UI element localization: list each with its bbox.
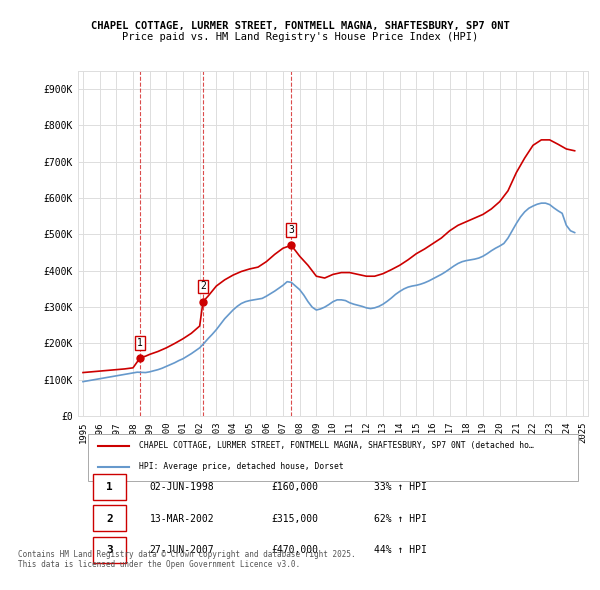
Text: 1: 1 <box>106 482 113 492</box>
FancyBboxPatch shape <box>94 474 127 500</box>
Text: 62% ↑ HPI: 62% ↑ HPI <box>374 513 427 523</box>
Text: 27-JUN-2007: 27-JUN-2007 <box>149 545 214 555</box>
FancyBboxPatch shape <box>94 505 127 531</box>
Text: 2: 2 <box>200 281 206 291</box>
FancyBboxPatch shape <box>94 536 127 562</box>
Text: CHAPEL COTTAGE, LURMER STREET, FONTMELL MAGNA, SHAFTESBURY, SP7 0NT: CHAPEL COTTAGE, LURMER STREET, FONTMELL … <box>91 21 509 31</box>
Text: £470,000: £470,000 <box>272 545 319 555</box>
Text: £160,000: £160,000 <box>272 482 319 492</box>
Text: 2: 2 <box>106 513 113 523</box>
Text: £315,000: £315,000 <box>272 513 319 523</box>
Text: 02-JUN-1998: 02-JUN-1998 <box>149 482 214 492</box>
Text: Price paid vs. HM Land Registry's House Price Index (HPI): Price paid vs. HM Land Registry's House … <box>122 32 478 42</box>
Text: Contains HM Land Registry data © Crown copyright and database right 2025.
This d: Contains HM Land Registry data © Crown c… <box>18 550 356 569</box>
Text: 3: 3 <box>288 225 294 235</box>
Text: 3: 3 <box>106 545 113 555</box>
Text: 44% ↑ HPI: 44% ↑ HPI <box>374 545 427 555</box>
FancyBboxPatch shape <box>88 434 578 481</box>
Text: 1: 1 <box>137 338 143 348</box>
Text: HPI: Average price, detached house, Dorset: HPI: Average price, detached house, Dors… <box>139 462 344 471</box>
Text: CHAPEL COTTAGE, LURMER STREET, FONTMELL MAGNA, SHAFTESBURY, SP7 0NT (detached ho: CHAPEL COTTAGE, LURMER STREET, FONTMELL … <box>139 441 534 450</box>
Text: 33% ↑ HPI: 33% ↑ HPI <box>374 482 427 492</box>
Text: 13-MAR-2002: 13-MAR-2002 <box>149 513 214 523</box>
